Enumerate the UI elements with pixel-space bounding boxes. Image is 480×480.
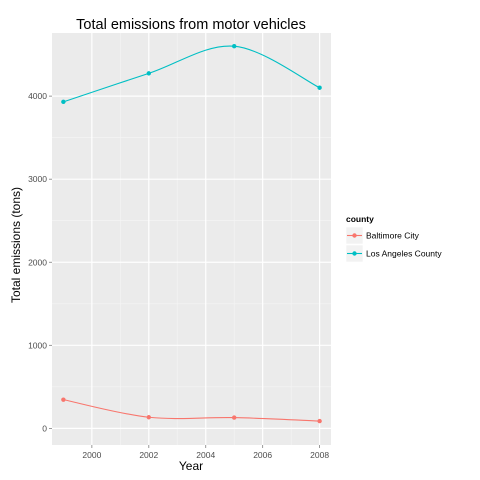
x-tick-label: 2002: [139, 450, 158, 460]
series-line: [63, 45, 320, 103]
y-axis-title: Total emissions (tons): [9, 187, 23, 303]
y-tick-label: 2000: [28, 257, 47, 267]
x-axis-title: Year: [179, 459, 203, 473]
x-tick-label: 2008: [310, 450, 329, 460]
data-point: [146, 71, 151, 76]
data-point: [232, 415, 237, 420]
data-point: [146, 415, 151, 420]
y-tick-label: 0: [42, 423, 47, 433]
legend-item: Baltimore City: [345, 226, 420, 245]
series-layer: [61, 44, 322, 424]
data-point: [61, 99, 66, 105]
data-point: [317, 418, 322, 424]
legend-item: Los Angeles County: [345, 244, 442, 263]
grid-major: [52, 33, 331, 445]
data-point: [317, 85, 322, 90]
grid-minor: [52, 33, 331, 445]
data-point: [232, 44, 237, 49]
data-point: [61, 397, 66, 402]
x-axis: 2000 2002 2004 2006 2008: [82, 445, 329, 460]
y-tick-label: 4000: [28, 91, 47, 101]
legend-title: county: [346, 214, 374, 224]
chart-title: Total emissions from motor vehicles: [76, 17, 306, 33]
y-tick-label: 1000: [28, 340, 47, 350]
legend-label: Los Angeles County: [366, 249, 442, 259]
series-line: [63, 399, 320, 422]
plot-panel: [52, 33, 331, 445]
series-1: [61, 44, 322, 105]
x-tick-label: 2006: [253, 450, 272, 460]
legend-label: Baltimore City: [366, 231, 420, 241]
legend: county Baltimore City Los Angeles County: [345, 214, 442, 263]
y-axis: 0 1000 2000 3000 4000: [28, 91, 52, 433]
series-0: [61, 397, 322, 424]
legend-key-point: [352, 251, 357, 256]
y-tick-label: 3000: [28, 174, 47, 184]
x-tick-label: 2000: [82, 450, 101, 460]
legend-key-point: [352, 233, 357, 238]
x-tick-label: 2004: [196, 450, 215, 460]
